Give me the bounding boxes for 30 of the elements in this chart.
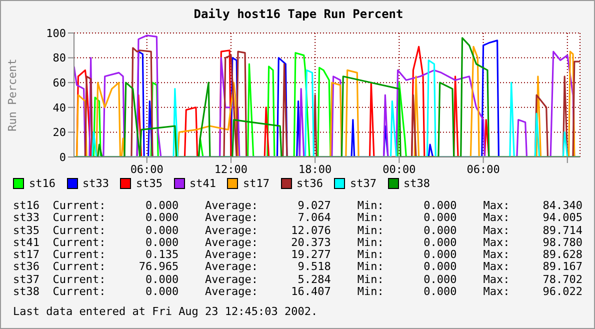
text: st41 Current: 0.000 Average: 20.373 Min: 0.000 Max: 98.780 — [13, 236, 583, 249]
legend-label: st38 — [404, 176, 430, 190]
y-axis-title: Run Percent — [6, 58, 19, 132]
y-tick-label: 40 — [52, 101, 66, 114]
text: st33 Current: 0.000 Average: 7.064 Min: 0.000 Max: 94.005 — [13, 211, 583, 224]
y-tick-label: 100 — [46, 26, 66, 40]
x-tick-label: 18:00 — [298, 162, 332, 176]
text: st35 Current: 0.000 Average: 12.076 Min: 0.000 Max: 89.714 — [13, 224, 583, 237]
text: Last data entered at Fri Aug 23 12:45:03 2002. — [13, 305, 319, 318]
y-tick-label: 20 — [52, 126, 66, 140]
y-tick-label: 80 — [52, 52, 66, 65]
x-tick-label: 06:00 — [130, 162, 164, 176]
y-tick-label: 0 — [59, 150, 66, 164]
y-tick-label: 60 — [52, 76, 66, 90]
text: st37 Current: 0.000 Average: 5.284 Min: 0.000 Max: 78.702 — [13, 272, 583, 286]
legend-label: st41 — [190, 176, 216, 190]
x-tick-label: 12:00 — [214, 162, 248, 176]
legend-label: st36 — [296, 176, 323, 190]
legend-label: st16 — [29, 176, 56, 190]
legend-label: st17 — [243, 176, 270, 190]
text: st17 Current: 0.135 Average: 19.277 Min: 0.000 Max: 89.628 — [13, 248, 583, 262]
text: st16 Current: 0.000 Average: 9.027 Min: 0.000 Max: 84.340 — [13, 199, 583, 212]
x-tick-label: 00:00 — [382, 162, 416, 176]
text: st38 Current: 0.000 Average: 16.407 Min: 0.000 Max: 96.022 — [13, 285, 583, 298]
text: st36 Current: 76.965 Average: 9.518 Min: 0.000 Max: 89.167 — [13, 260, 583, 274]
legend-label: st37 — [350, 176, 376, 190]
x-tick-label: 06:00 — [466, 162, 500, 176]
chart-title: Daily host16 Tape Run Percent — [192, 7, 404, 21]
legend-label: st33 — [82, 176, 109, 190]
legend-label: st35 — [136, 176, 162, 190]
